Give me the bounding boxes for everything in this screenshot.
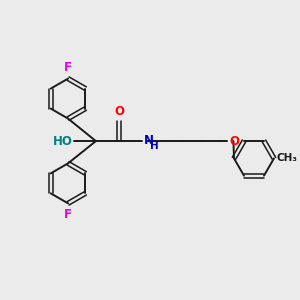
Text: N: N	[143, 134, 153, 147]
Text: F: F	[64, 61, 72, 74]
Text: HO: HO	[52, 135, 72, 148]
Text: O: O	[114, 105, 124, 118]
Text: F: F	[64, 208, 72, 220]
Text: CH₃: CH₃	[276, 153, 297, 163]
Text: O: O	[229, 135, 239, 148]
Text: H: H	[149, 141, 158, 151]
